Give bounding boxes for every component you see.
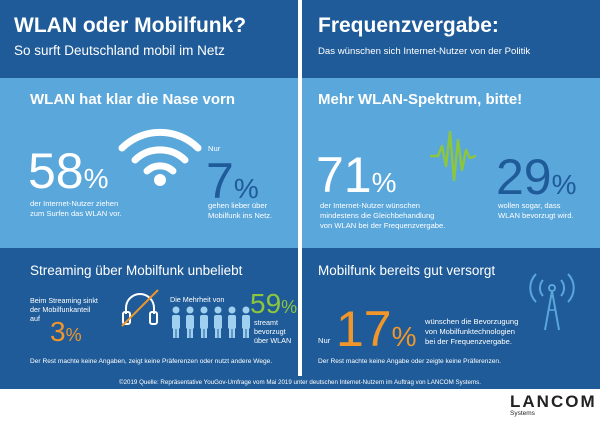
right-mid-panel (302, 78, 600, 248)
stat-58: 58% (28, 146, 109, 204)
streaming-title: Streaming über Mobilfunk unbeliebt (30, 263, 243, 278)
stream-left-line2: der Mobilfunkanteil (30, 305, 91, 314)
stream-left-line1: Beim Streaming sinkt (30, 296, 98, 305)
stream-left-text: Beim Streaming sinkt der Mobilfunkanteil… (30, 296, 120, 323)
logo-name: LANCOM (510, 392, 597, 411)
stat-29-unit: % (551, 169, 577, 200)
stat-3-number: 3 (50, 316, 66, 347)
stat-59-number: 59 (250, 288, 282, 319)
logo-sub: Systems (510, 410, 535, 417)
right-headline: Mehr WLAN-Spektrum, bitte! (318, 91, 523, 108)
stat-17-text-line3: bei der Frequenzvergabe. (425, 337, 512, 346)
stat-7: 7% (206, 156, 259, 214)
headphones-crossed-icon (121, 289, 159, 327)
stat-3-unit: % (65, 325, 82, 345)
stream-right-text1: Die Mehrheit von (170, 295, 225, 304)
stat-17: 17% (336, 304, 417, 362)
lancom-logo: LANCOM Systems (510, 393, 597, 418)
right-footnote: Der Rest machte keine Angabe oder zeigte… (318, 358, 501, 365)
stat-71-unit: % (371, 167, 397, 198)
left-mid-panel (0, 78, 298, 248)
stat-17-number: 17 (336, 301, 392, 357)
stat-71-text-line3: von WLAN bei der Frequenzvergabe. (320, 221, 446, 230)
left-subtitle: So surft Deutschland mobil im Netz (14, 43, 225, 58)
stat-29-number: 29 (496, 149, 552, 205)
left-title: WLAN oder Mobilfunk? (14, 14, 247, 37)
stat-29-text-line1: wollen sogar, dass (498, 201, 561, 210)
stream-right-line3: über WLAN (254, 336, 292, 345)
stat-7-text: gehen lieber über Mobilfunk ins Netz. (208, 201, 298, 221)
heartbeat-signal-icon (430, 130, 476, 182)
left-top-panel (0, 0, 298, 78)
stat-71: 71% (316, 150, 397, 208)
stat-17-text: wünschen die Bevorzugung von Mobilfunkte… (425, 317, 555, 347)
right-title: Frequenzvergabe: (318, 14, 499, 37)
center-divider (298, 0, 302, 376)
stat-7-number: 7 (206, 153, 234, 209)
stat-58-text-line2: zum Surfen das WLAN vor. (30, 209, 122, 218)
stat-59: 59% (250, 290, 297, 321)
stat-71-number: 71 (316, 147, 372, 203)
stat-71-text: der Internet-Nutzer wünschen mindestens … (320, 201, 470, 231)
right-subtitle: Das wünschen sich Internet-Nutzer von de… (318, 46, 531, 57)
antenna-tower-icon (529, 273, 575, 331)
stream-left-line3: auf (30, 314, 40, 323)
stat-29-text: wollen sogar, dass WLAN bevorzugt wird. (498, 201, 598, 221)
source-bar (0, 376, 600, 389)
stat-58-unit: % (83, 163, 109, 194)
stat-17-text-line1: wünschen die Bevorzugung (425, 317, 519, 326)
left-footnote: Der Rest machte keine Angaben, zeigt kei… (30, 358, 273, 365)
stat-17-prefix: Nur (318, 336, 331, 345)
right-bottom-panel (302, 248, 600, 376)
stream-right-line2: streamt bevorzugt (254, 318, 286, 336)
stat-17-unit: % (391, 321, 417, 352)
stat-7-prefix: Nur (208, 144, 221, 153)
stream-right-text2: streamt bevorzugt über WLAN (254, 318, 298, 345)
stat-17-text-line2: von Mobilfunktechnologien (425, 327, 515, 336)
stat-29-text-line2: WLAN bevorzugt wird. (498, 211, 574, 220)
stat-7-text-line1: gehen lieber über (208, 201, 268, 210)
stat-7-text-line2: Mobilfunk ins Netz. (208, 211, 273, 220)
stat-58-number: 58 (28, 143, 84, 199)
stat-71-text-line1: der Internet-Nutzer wünschen (320, 201, 421, 210)
wifi-icon (118, 128, 202, 186)
left-headline: WLAN hat klar die Nase vorn (30, 91, 236, 108)
stat-58-text: der Internet-Nutzer ziehen zum Surfen da… (30, 199, 150, 219)
people-group-icon (172, 306, 250, 338)
stat-3: 3% (50, 318, 82, 349)
stat-7-unit: % (233, 173, 259, 204)
stat-71-text-line2: mindestens die Gleichbehandlung (320, 211, 435, 220)
mobil-title: Mobilfunk bereits gut versorgt (318, 263, 496, 278)
stat-29: 29% (496, 152, 577, 210)
stat-58-text-line1: der Internet-Nutzer ziehen (30, 199, 119, 208)
stat-59-unit: % (281, 297, 298, 317)
source-text: ©2019 Quelle: Repräsentative YouGov-Umfr… (119, 379, 481, 386)
right-top-panel (302, 0, 600, 78)
